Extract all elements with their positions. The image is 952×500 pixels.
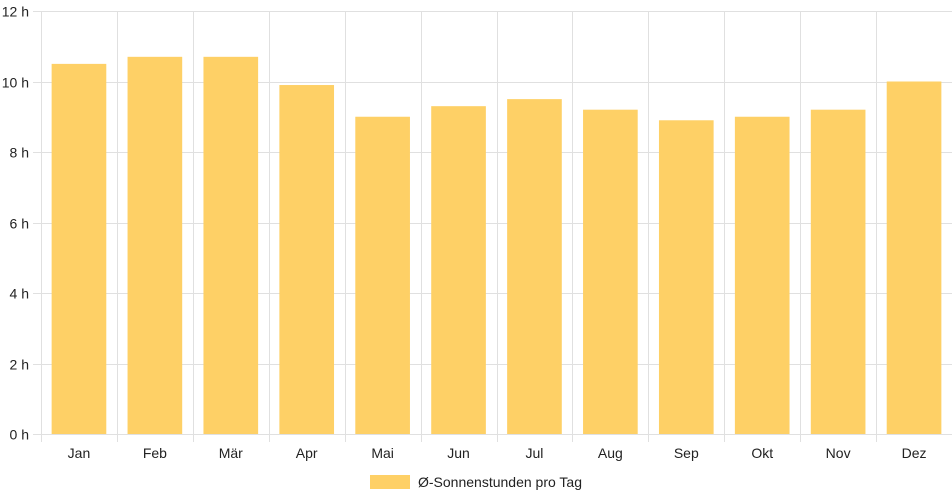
legend-swatch [370, 475, 410, 489]
bar [886, 81, 942, 434]
x-tick-label: Nov [826, 445, 851, 461]
y-tick-label: 12 h [2, 4, 29, 20]
x-tick-label: Feb [143, 445, 167, 461]
legend-label: Ø-Sonnenstunden pro Tag [418, 474, 582, 490]
y-tick-label: 4 h [10, 286, 29, 302]
bar [51, 63, 107, 434]
x-tick-label: Jan [68, 445, 91, 461]
bar [431, 106, 486, 435]
x-tick-label: Aug [598, 445, 623, 461]
y-tick-label: 6 h [10, 216, 29, 232]
bar [734, 116, 790, 434]
x-tick-label: Jul [526, 445, 544, 461]
x-tick-label: Mär [219, 445, 243, 461]
bar [507, 99, 562, 434]
x-tick-label: Sep [674, 445, 699, 461]
bar [279, 85, 335, 435]
bar [127, 56, 183, 434]
bar [583, 109, 638, 434]
bar [658, 120, 714, 435]
x-tick-label: Jun [447, 445, 470, 461]
legend[interactable]: Ø-Sonnenstunden pro Tag [370, 472, 582, 492]
x-tick-label: Okt [751, 445, 773, 461]
x-tick-label: Apr [296, 445, 318, 461]
bar [355, 116, 410, 434]
bar [203, 56, 259, 434]
x-tick-label: Mai [371, 445, 394, 461]
y-tick-label: 10 h [2, 75, 29, 91]
y-tick-label: 8 h [10, 145, 29, 161]
y-tick-label: 0 h [10, 427, 29, 443]
x-tick-label: Dez [902, 445, 927, 461]
y-tick-label: 2 h [10, 357, 29, 373]
bar [810, 109, 866, 434]
